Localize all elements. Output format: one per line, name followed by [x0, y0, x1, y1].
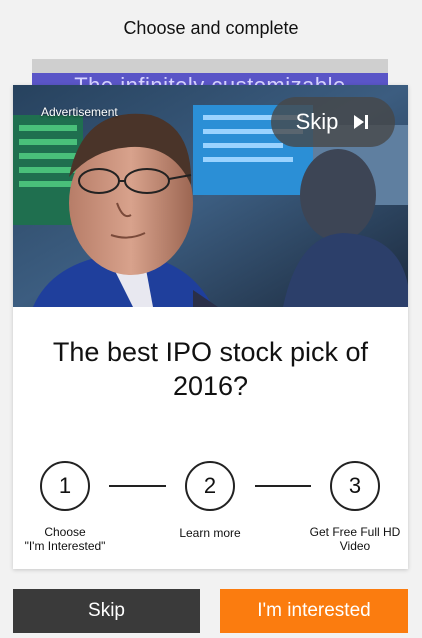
- skip-next-icon: [352, 113, 370, 131]
- step-3-circle: 3: [330, 461, 380, 511]
- advertisement-label: Advertisement: [41, 105, 118, 119]
- step-2-circle: 2: [185, 461, 235, 511]
- ad-skip-button[interactable]: Skip: [271, 97, 395, 147]
- step-connector-1: [109, 485, 166, 487]
- step-1-label: Choose "I'm Interested": [24, 525, 106, 553]
- ad-card: Advertisement Skip The best IPO stock pi…: [13, 85, 408, 569]
- step-connector-2: [255, 485, 311, 487]
- skip-button[interactable]: Skip: [13, 589, 200, 633]
- step-2-label: Learn more: [179, 526, 241, 540]
- ad-headline: The best IPO stock pick of 2016?: [52, 337, 369, 401]
- step-1-circle: 1: [40, 461, 90, 511]
- ad-skip-label: Skip: [295, 109, 339, 134]
- steps-indicator: 1 2 3 Choose "I'm Interested" Learn more…: [13, 461, 408, 561]
- step-3-label: Get Free Full HD Video: [309, 525, 401, 553]
- im-interested-button[interactable]: I'm interested: [220, 589, 408, 633]
- ad-hero-image: Advertisement Skip: [13, 85, 408, 307]
- page-title: Choose and complete: [123, 17, 299, 38]
